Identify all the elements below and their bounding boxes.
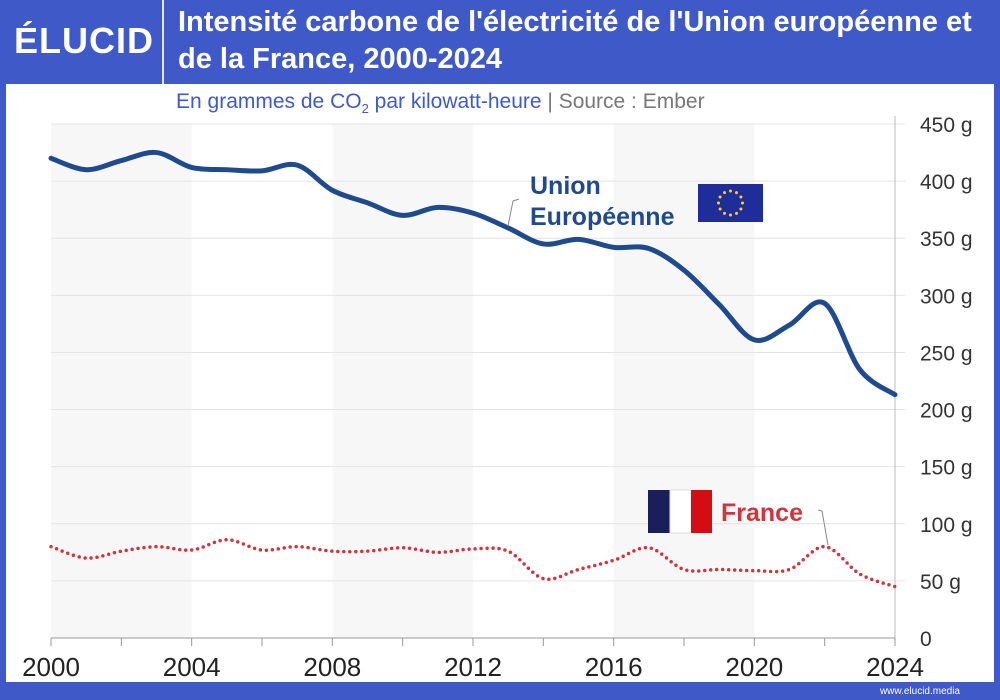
series-line-eu [48,149,898,398]
header: ÉLUCID Intensité carbone de l'électricit… [0,0,1000,84]
chart-title: Intensité carbone de l'électricité de l'… [178,6,972,75]
background-band [51,124,192,638]
y-tick-label: 0 [920,628,932,651]
y-tick-label: 50 g [920,571,961,594]
eu-flag-star [741,201,744,205]
x-tick-label: 2024 [866,652,924,682]
x-tick-label: 2004 [163,652,221,682]
header-divider [162,0,164,84]
separator: | [541,90,559,113]
elucid-logo: ÉLUCID [14,20,154,61]
series-label-eu: Européenne [530,203,675,231]
website-url: www.elucid.media [879,686,960,697]
france-flag-red [691,490,712,533]
y-tick-label: 300 g [920,285,973,308]
eu-flag-star [735,211,738,215]
x-tick-label: 2020 [725,652,783,682]
x-tick-label: 2008 [303,652,361,682]
france-leader-line [817,509,829,546]
source-text: Source : Ember [558,90,705,113]
chart-subtitle: En grammes de CO2 par kilowatt-heure | S… [176,90,705,116]
france-flag-white [669,489,692,534]
unit-text: En grammes de CO [176,90,362,113]
y-tick-label: 400 g [920,171,973,194]
x-tick-label: 2000 [22,652,80,682]
y-tick-label: 200 g [920,400,973,423]
eu-flag-star [718,195,722,199]
eu-flag-star [739,207,743,211]
eu-flag-star [739,195,743,199]
eu-flag-star [729,189,732,193]
y-tick-label: 450 g [920,114,973,137]
eu-flag-star [723,191,726,195]
background-band [332,124,473,638]
series-label-eu: Union [530,172,601,200]
y-tick-label: 350 g [920,228,973,251]
eu-leader-line [507,198,520,227]
series-line-france [49,538,897,589]
x-tick-label: 2016 [585,652,643,682]
eu-flag-star [735,191,738,195]
unit-subscript: 2 [361,101,369,117]
series-label-france: France [721,499,803,527]
unit-suffix: par kilowatt-heure [368,90,542,113]
eu-flag-star [718,207,722,211]
y-tick-label: 100 g [920,514,973,537]
x-tick-label: 2012 [444,652,502,682]
y-tick-label: 250 g [920,342,973,365]
eu-flag-star [717,201,720,205]
eu-flag-star [729,213,732,217]
eu-flag-star [723,211,726,215]
france-flag-icon [648,490,670,533]
y-tick-label: 150 g [920,457,973,480]
